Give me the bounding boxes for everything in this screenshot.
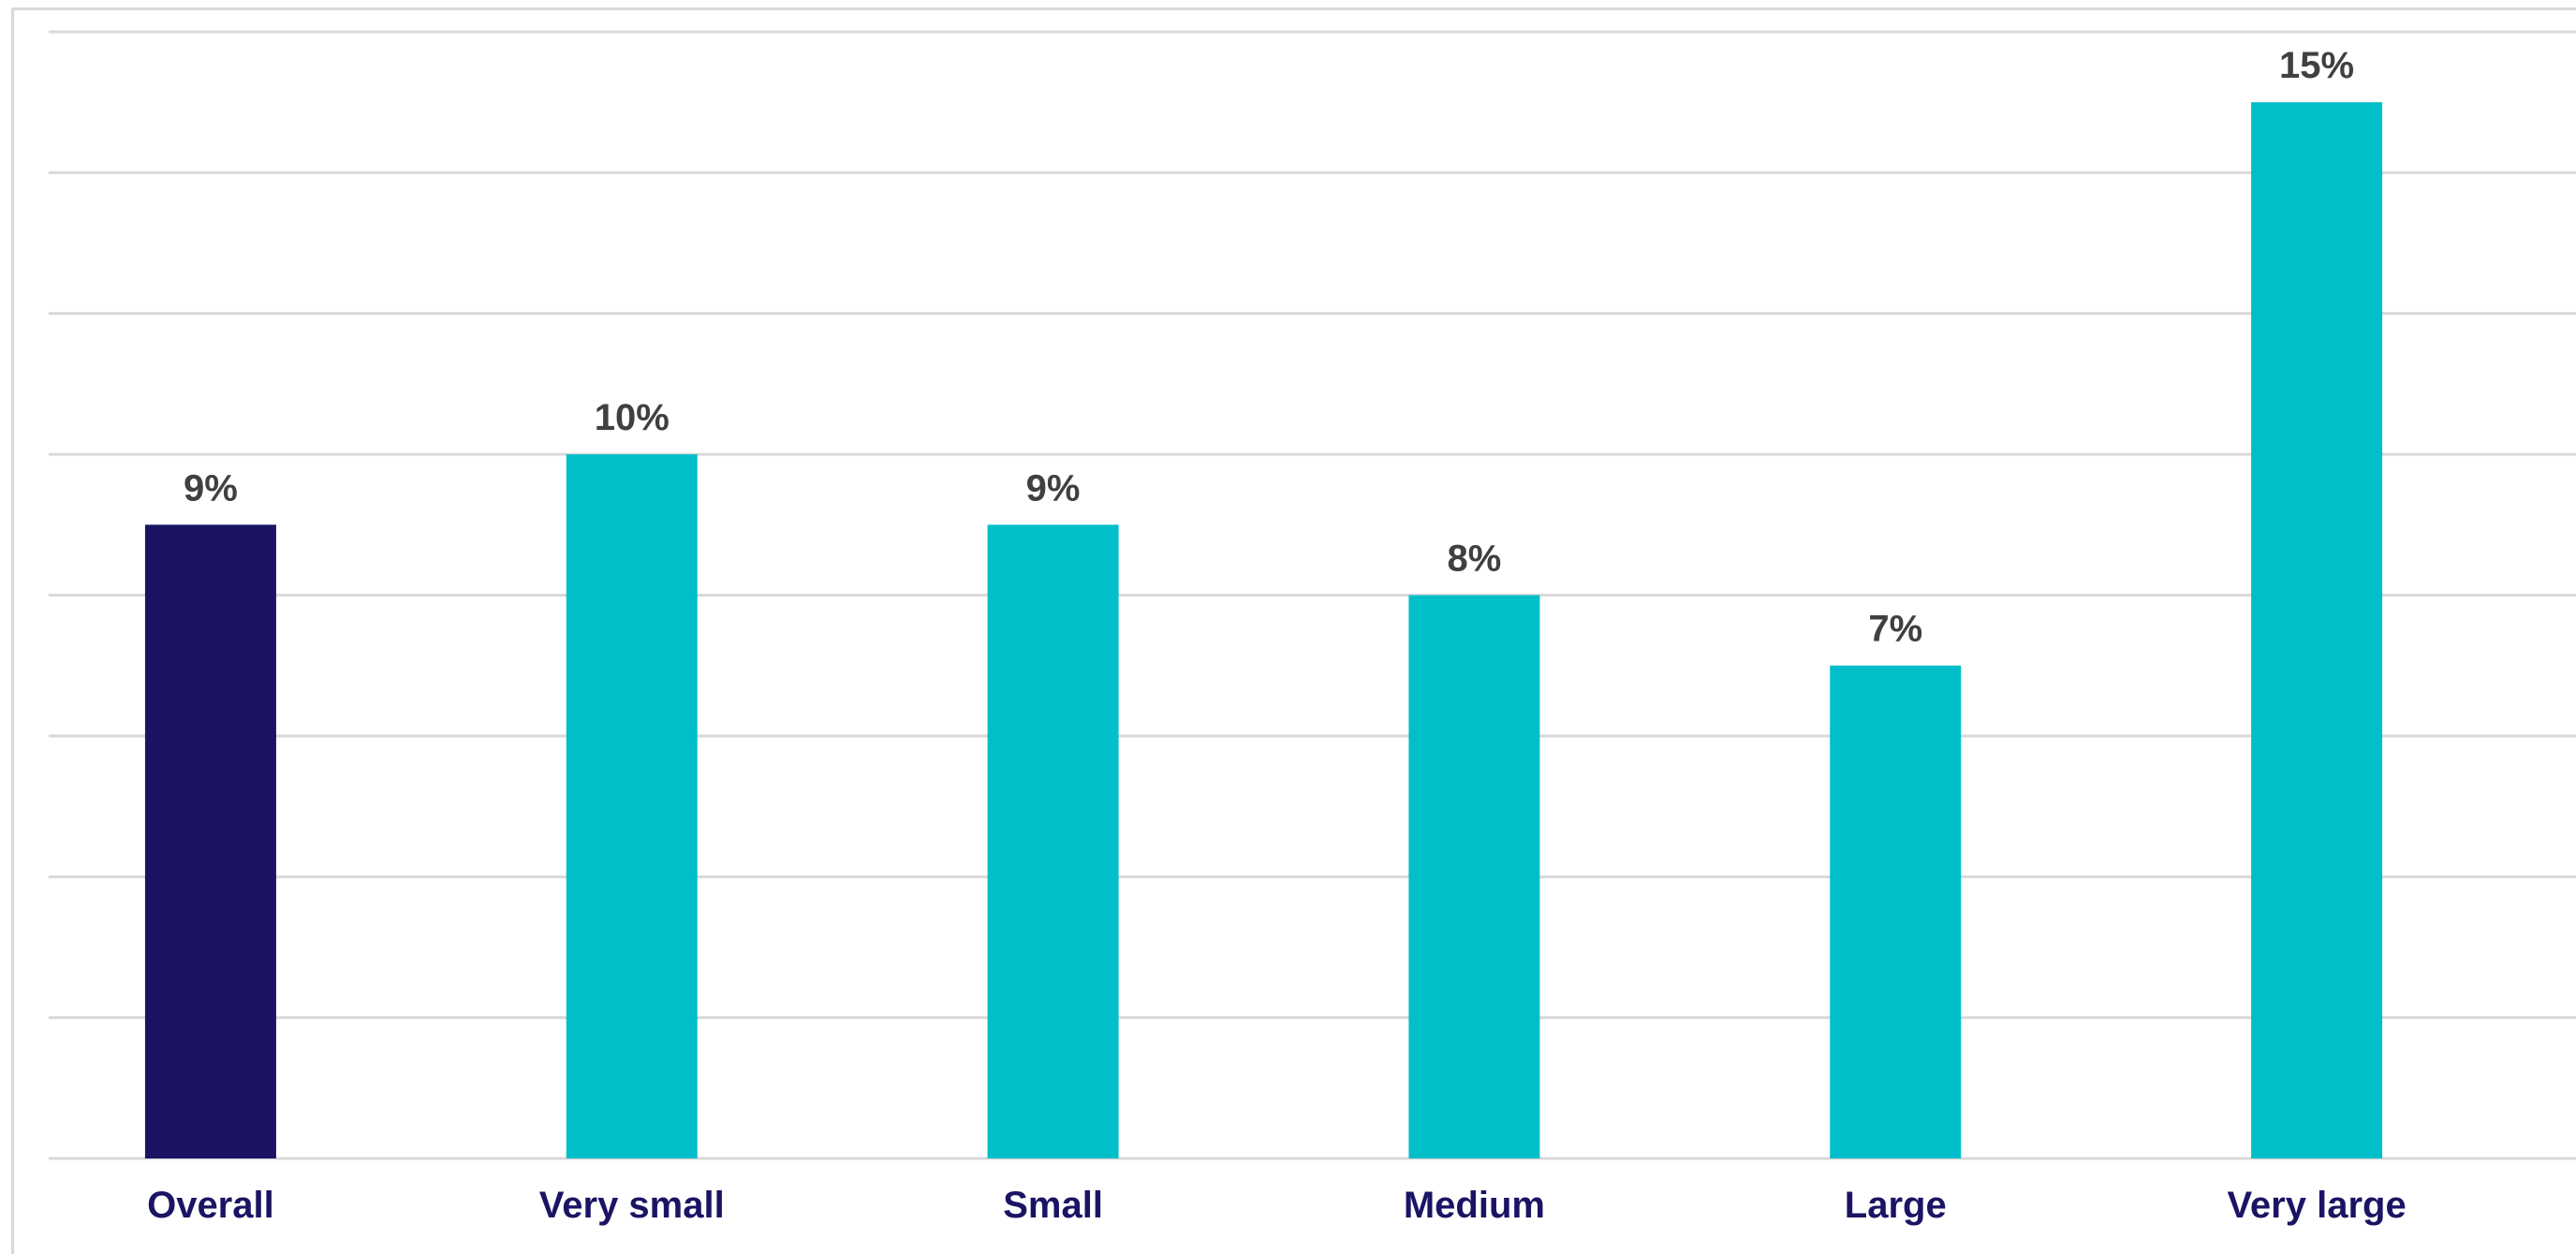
category-label-very-large: Very large: [2227, 1185, 2406, 1226]
bar-medium: [1408, 595, 1540, 1158]
bars: [144, 102, 2383, 1158]
bar-very-large: [2251, 102, 2383, 1158]
category-axis: Overall Very small Small Medium Large Very la…: [147, 1185, 2407, 1226]
data-label-very-small: 10%: [595, 397, 670, 438]
data-labels: 9% 10% 9% 8% 7% 15%: [184, 45, 2354, 650]
category-label-overall: Overall: [147, 1185, 274, 1226]
data-label-small: 9%: [1026, 467, 1081, 509]
gridlines: [49, 30, 2576, 1160]
bar-large: [1830, 665, 1962, 1158]
data-label-large: 7%: [1868, 609, 1922, 650]
category-label-very-small: Very small: [539, 1185, 725, 1226]
bar-small: [987, 524, 1119, 1158]
data-label-medium: 8%: [1448, 538, 1502, 580]
category-label-medium: Medium: [1404, 1185, 1545, 1226]
bar-very-small: [566, 454, 698, 1158]
data-label-overall: 9%: [184, 467, 238, 509]
data-label-very-large: 15%: [2279, 45, 2354, 86]
category-label-small: Small: [1003, 1185, 1103, 1226]
bar-overall: [144, 524, 276, 1158]
category-label-large: Large: [1845, 1185, 1947, 1226]
chart-frame: [11, 7, 2576, 1254]
